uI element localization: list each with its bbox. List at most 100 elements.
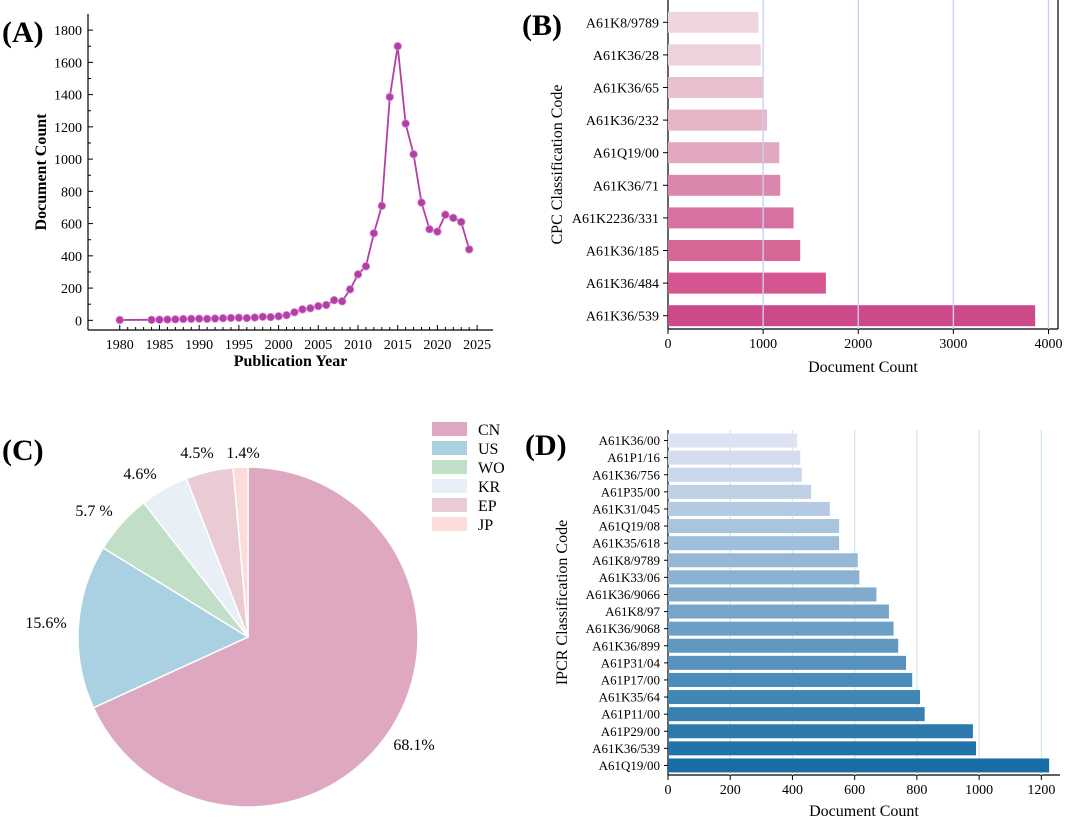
y-tick-label: A61K36/899 <box>592 638 660 653</box>
data-point <box>449 213 458 223</box>
x-axis-title: Publication Year <box>234 353 348 370</box>
data-point <box>226 313 236 323</box>
panel-label-c: (C) <box>2 434 44 467</box>
bar <box>668 11 759 33</box>
x-tick-label: 600 <box>844 783 865 798</box>
data-point <box>441 210 450 219</box>
y-tick-label: 1200 <box>54 121 82 136</box>
data-point <box>258 312 267 321</box>
data-point <box>298 305 307 314</box>
bar <box>668 433 798 448</box>
x-tick-label: 2025 <box>463 338 491 353</box>
y-tick-label: A61P17/00 <box>601 672 660 687</box>
y-tick-label: A61K8/9789 <box>592 553 660 568</box>
data-point <box>163 315 172 324</box>
x-tick-label: 3000 <box>939 337 967 352</box>
y-tick-label: A61K36/00 <box>599 433 660 448</box>
bar <box>668 655 906 670</box>
y-tick-label: A61K35/618 <box>592 536 660 551</box>
y-tick-label: A61K33/06 <box>599 570 661 585</box>
data-point <box>155 315 164 324</box>
y-tick-label: A61K36/9066 <box>586 587 661 602</box>
bar <box>668 467 802 482</box>
y-tick-label: A61K36/484 <box>586 277 659 292</box>
legend-swatch <box>432 422 467 436</box>
x-tick-label: 200 <box>720 783 741 798</box>
data-point <box>282 310 291 320</box>
data-point <box>433 227 442 236</box>
y-tick-label: A61K36/185 <box>586 245 659 260</box>
bar <box>668 77 764 98</box>
y-tick-label: A61P35/00 <box>601 484 660 499</box>
bar <box>668 758 1050 773</box>
x-tick-label: 1200 <box>1027 783 1055 798</box>
data-point <box>179 314 188 324</box>
y-tick-label: 1600 <box>54 56 82 71</box>
y-tick-label: 800 <box>61 185 82 200</box>
x-tick-label: 2015 <box>384 338 412 353</box>
bar <box>668 536 840 551</box>
y-tick-label: A61K35/64 <box>599 690 661 705</box>
legend-swatch <box>432 498 467 512</box>
bar <box>668 741 976 756</box>
bar <box>668 109 767 131</box>
data-point <box>242 313 252 323</box>
y-axis-title: IPCR Classification Code <box>554 520 571 685</box>
y-tick-label: A61K8/97 <box>605 604 660 619</box>
y-tick-label: A61Q19/08 <box>599 519 660 534</box>
y-tick-label: A61K2236/331 <box>572 212 659 227</box>
bar <box>668 305 1036 327</box>
bar <box>668 604 889 619</box>
x-tick-label: 1995 <box>225 338 253 353</box>
y-axis-title: Document Count <box>33 113 50 231</box>
y-tick-label: A61K36/71 <box>593 179 659 194</box>
y-tick-label: A61K36/539 <box>586 310 659 325</box>
data-point <box>274 312 283 321</box>
x-tick-label: 800 <box>906 783 927 798</box>
y-tick-label: 0 <box>75 314 82 329</box>
legend-label: EP <box>478 498 497 515</box>
data-point <box>306 304 315 313</box>
y-tick-label: A61K36/232 <box>586 114 659 129</box>
y-tick-label: A61K36/9068 <box>586 621 660 636</box>
y-tick-label: 1000 <box>54 153 82 168</box>
data-point <box>417 198 426 207</box>
data-point <box>202 314 212 324</box>
line-chart-publication-years: 0 200 400 600 800 1000 1200 1400 1600 1800 1980 198… <box>33 14 493 370</box>
bar <box>668 553 858 568</box>
bar <box>668 638 899 653</box>
data-point <box>171 315 180 324</box>
pie-slice <box>232 466 249 638</box>
bar <box>668 174 781 196</box>
y-tick-label: A61K36/65 <box>593 82 659 97</box>
data-point <box>250 313 259 322</box>
x-tick-label: 0 <box>665 783 672 798</box>
data-point <box>385 92 394 102</box>
data-point <box>401 119 410 128</box>
bar <box>668 272 826 294</box>
data-point <box>337 297 347 306</box>
x-tick-label: 1990 <box>185 338 213 353</box>
y-tick-label: 400 <box>61 250 82 265</box>
y-tick-label: 600 <box>61 218 82 233</box>
y-tick-label: 1800 <box>54 24 82 39</box>
data-point <box>409 150 418 159</box>
x-tick-label: 0 <box>665 337 672 352</box>
data-line <box>119 46 471 321</box>
data-point <box>369 229 379 238</box>
bar <box>668 724 973 739</box>
slice-percent-label: 4.5% <box>180 445 213 462</box>
bar-chart-cpc-codes: A61K8/9789 A61K36/28 A61K36/65 A61K36/232 A6… <box>549 0 1062 376</box>
legend-label: CN <box>478 422 501 439</box>
data-point <box>377 201 387 211</box>
bar <box>668 44 761 66</box>
legend-label: KR <box>478 479 501 496</box>
data-point <box>218 314 228 323</box>
bar <box>668 501 830 516</box>
slice-percent-label: 15.6% <box>25 615 66 632</box>
y-tick-label: A61Q19/00 <box>593 147 659 162</box>
data-point <box>147 315 156 325</box>
y-tick-label: 200 <box>61 282 82 297</box>
data-point <box>234 313 244 322</box>
